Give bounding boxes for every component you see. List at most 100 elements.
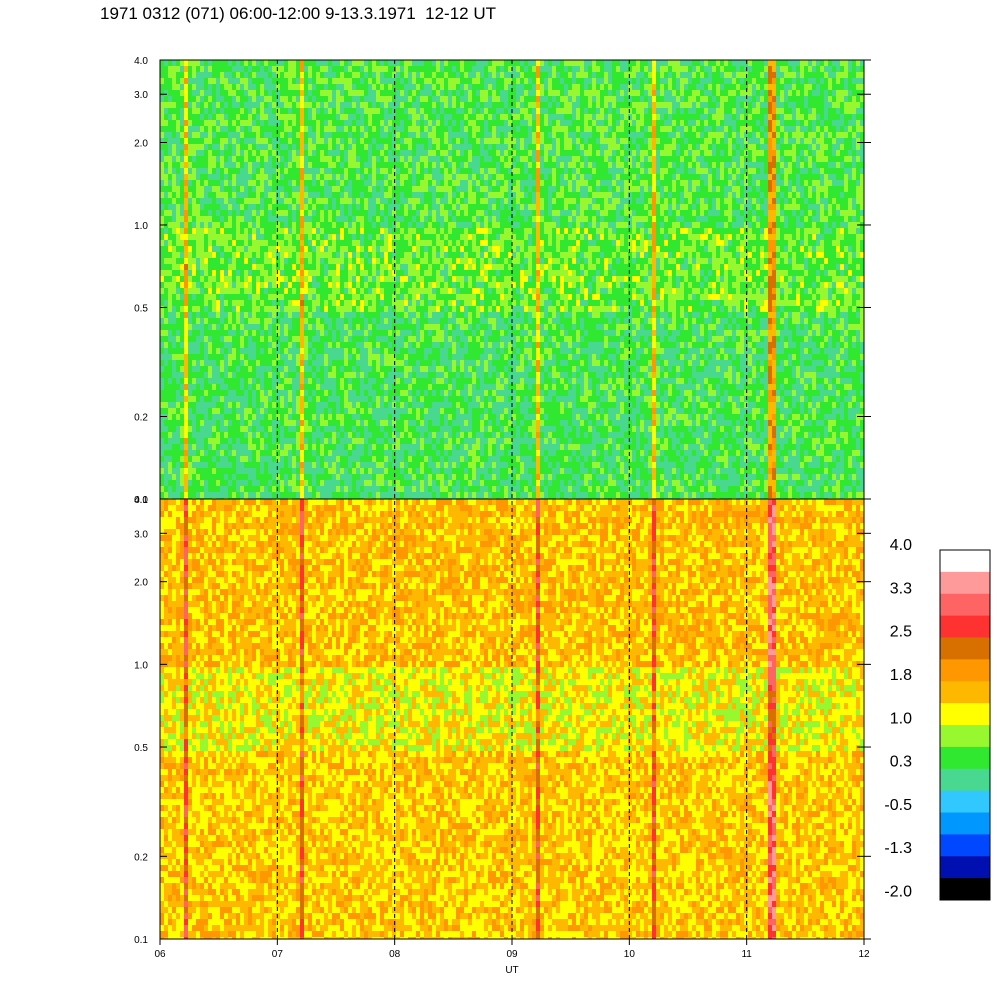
- heat-cell: [304, 288, 308, 294]
- heat-cell: [416, 294, 420, 300]
- heat-cell: [304, 72, 308, 78]
- heat-cell: [336, 432, 340, 438]
- heat-cell: [212, 486, 216, 492]
- heat-cell: [304, 234, 308, 240]
- heat-cell: [408, 342, 412, 348]
- heat-cell: [412, 144, 416, 150]
- heat-cell: [304, 132, 308, 138]
- heat-cell: [284, 198, 288, 204]
- heat-cell: [336, 306, 340, 312]
- heat-cell: [216, 102, 220, 108]
- heat-cell: [424, 90, 428, 96]
- heat-cell: [172, 396, 176, 402]
- heat-cell: [160, 108, 164, 114]
- heat-cell: [272, 390, 276, 396]
- heat-cell: [384, 354, 388, 360]
- heat-cell: [412, 450, 416, 456]
- heat-cell: [224, 246, 228, 252]
- heat-cell: [268, 258, 272, 264]
- heat-cell: [196, 198, 200, 204]
- heat-cell: [252, 78, 256, 84]
- heat-cell: [416, 306, 420, 312]
- heat-cell: [264, 156, 268, 162]
- heat-cell: [280, 420, 284, 426]
- heat-cell: [248, 486, 252, 492]
- heat-cell: [344, 276, 348, 282]
- heat-cell: [372, 384, 376, 390]
- heat-cell: [376, 420, 380, 426]
- heat-cell: [200, 216, 204, 222]
- heat-cell: [264, 132, 268, 138]
- heat-cell: [316, 60, 320, 66]
- heat-cell: [376, 270, 380, 276]
- heat-cell: [336, 114, 340, 120]
- heat-cell: [400, 306, 404, 312]
- heat-cell: [236, 378, 240, 384]
- heat-cell: [332, 228, 336, 234]
- heat-cell: [348, 414, 352, 420]
- heat-cell: [264, 426, 268, 432]
- heat-cell: [244, 486, 248, 492]
- heat-cell: [416, 426, 420, 432]
- heat-cell: [316, 432, 320, 438]
- heat-cell: [360, 288, 364, 294]
- heat-cell: [320, 288, 324, 294]
- heat-cell: [412, 462, 416, 468]
- heat-cell: [244, 222, 248, 228]
- heat-cell: [336, 372, 340, 378]
- heat-cell: [276, 234, 280, 240]
- heat-cell: [288, 396, 292, 402]
- heat-cell: [372, 450, 376, 456]
- heat-cell: [360, 132, 364, 138]
- heat-cell: [160, 216, 164, 222]
- heat-cell: [404, 180, 408, 186]
- heat-cell: [372, 138, 376, 144]
- heat-cell: [220, 138, 224, 144]
- heat-cell: [204, 402, 208, 408]
- heat-cell: [292, 336, 296, 342]
- heat-cell: [416, 336, 420, 342]
- heat-cell: [372, 90, 376, 96]
- heat-cell: [188, 342, 192, 348]
- heat-cell: [188, 486, 192, 492]
- heat-cell: [408, 192, 412, 198]
- heat-cell: [320, 210, 324, 216]
- heat-cell: [368, 234, 372, 240]
- heat-cell: [296, 438, 300, 444]
- heat-cell: [228, 210, 232, 216]
- heat-cell: [240, 420, 244, 426]
- heat-cell: [412, 342, 416, 348]
- heat-cell: [180, 114, 184, 120]
- heat-cell: [300, 264, 304, 270]
- heat-cell: [400, 204, 404, 210]
- heat-cell: [412, 186, 416, 192]
- heat-cell: [228, 468, 232, 474]
- heat-cell: [180, 126, 184, 132]
- heat-cell: [180, 402, 184, 408]
- heat-cell: [340, 72, 344, 78]
- heat-cell: [304, 474, 308, 480]
- heat-cell: [168, 390, 172, 396]
- heat-cell: [184, 300, 188, 306]
- heat-cell: [288, 258, 292, 264]
- heat-cell: [216, 456, 220, 462]
- heat-cell: [316, 438, 320, 444]
- heat-cell: [220, 210, 224, 216]
- heat-cell: [396, 228, 400, 234]
- heat-cell: [256, 144, 260, 150]
- heat-cell: [344, 180, 348, 186]
- heat-cell: [312, 84, 316, 90]
- heat-cell: [164, 240, 168, 246]
- heat-cell: [376, 456, 380, 462]
- heat-cell: [252, 270, 256, 276]
- heat-cell: [396, 204, 400, 210]
- heat-cell: [320, 402, 324, 408]
- heat-cell: [328, 222, 332, 228]
- heat-cell: [336, 450, 340, 456]
- heat-cell: [260, 354, 264, 360]
- heat-cell: [216, 408, 220, 414]
- heat-cell: [340, 366, 344, 372]
- heat-cell: [364, 84, 368, 90]
- heat-cell: [420, 162, 424, 168]
- heat-cell: [324, 102, 328, 108]
